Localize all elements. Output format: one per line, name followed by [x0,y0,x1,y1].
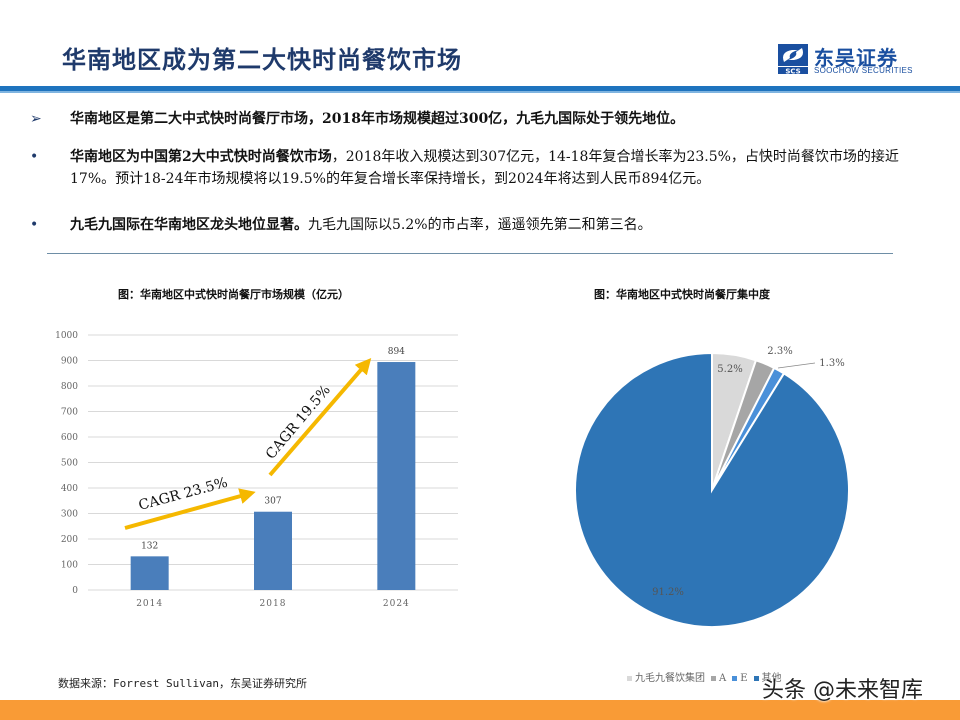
y-tick-label: 500 [61,459,78,469]
legend-label: 其他 [761,673,782,684]
bar-value-label: 132 [141,541,158,551]
legend-swatch [711,675,716,681]
arrow-bullet-icon: ➢ [30,111,42,127]
pie-value-label: 1.3% [819,358,844,369]
y-tick-label: 1000 [55,331,78,341]
legend-label: E [740,673,748,684]
page-title: 华南地区成为第二大快时尚餐饮市场 [62,45,462,74]
logo-mark-icon: SCS [778,44,808,74]
legend-swatch [627,675,632,681]
bar-value-label: 307 [264,497,281,507]
watermark: 头条 @未来智库 [762,678,923,703]
pie-chart: 5.2% 2.3% 1.3% 91.2% [574,346,850,628]
svg-text:SCS: SCS [785,68,800,75]
bar [254,511,292,590]
y-tick-label: 100 [61,561,78,571]
pie-value-label: 91.2% [652,587,684,598]
pie-legend: 九毛九餐饮集团 A E 其他 [621,669,782,684]
x-tick-label: 2014 [136,599,163,609]
bar-chart-title: 图：华南地区中式快时尚餐厅市场规模（亿元） [118,288,349,301]
pie-value-label: 5.2% [717,364,742,375]
footer-bar [0,700,960,720]
x-tick-label: 2018 [260,599,287,609]
y-tick-label: 200 [61,535,78,545]
y-tick-label: 600 [61,433,78,443]
header-divider-light [0,91,960,93]
legend-swatch [732,675,738,681]
bullet-bold-text: 九毛九国际在华南地区龙头地位显著。 [70,217,308,233]
bullet-text: 九毛九国际以5.2%的市占率，遥遥领先第二和第三名。 [308,217,652,233]
y-tick-label: 400 [61,484,78,494]
cagr-arrow-icon [124,488,256,530]
y-tick-label: 700 [61,408,78,418]
y-tick-label: 900 [61,357,78,367]
pie-chart-title: 图：华南地区中式快时尚餐厅集中度 [594,288,770,301]
cagr-label: CAGR 23.5% [137,475,230,514]
x-tick-label: 2024 [383,599,410,609]
bullet-text: 华南地区是第二大中式快时尚餐厅市场，2018年市场规模超过300亿，九毛九国际处… [70,111,685,127]
bullet-text: ，2018年收入规模达到307亿元，14-18年复合增长率为23.5%，占快时尚… [70,149,899,187]
bar [130,556,169,590]
legend-label: 九毛九餐饮集团 [635,673,705,684]
header-divider [0,86,960,91]
leader-line [777,362,816,369]
pie-slice [574,351,850,628]
bar [377,362,416,590]
legend-swatch [753,675,759,681]
y-tick-label: 0 [72,586,78,596]
cagr-arrow-icon [268,357,372,477]
bar-value-label: 894 [388,347,405,357]
section-divider [47,253,893,254]
brand-logo: SCS 东吴证券 SOOCHOW SECURITIES [778,44,918,76]
logo-text-en: SOOCHOW SECURITIES [814,66,913,75]
pie-value-label: 2.3% [767,346,792,357]
dot-bullet-icon: • [30,217,39,233]
logo-text-cn: 东吴证券 [814,46,898,70]
bar-chart: 0 100 200 300 400 500 600 700 800 900 1000 132 2014 3… [55,331,458,609]
y-tick-label: 300 [61,510,78,520]
dot-bullet-icon: • [30,149,39,165]
legend-label: A [719,673,727,684]
bullet-bold-text: 华南地区为中国第2大中式快时尚餐饮市场 [70,149,332,165]
cagr-label: CAGR 19.5% [263,382,334,462]
y-tick-label: 800 [61,382,78,392]
data-source: 数据来源：Forrest Sullivan，东吴证券研究所 [58,677,307,690]
